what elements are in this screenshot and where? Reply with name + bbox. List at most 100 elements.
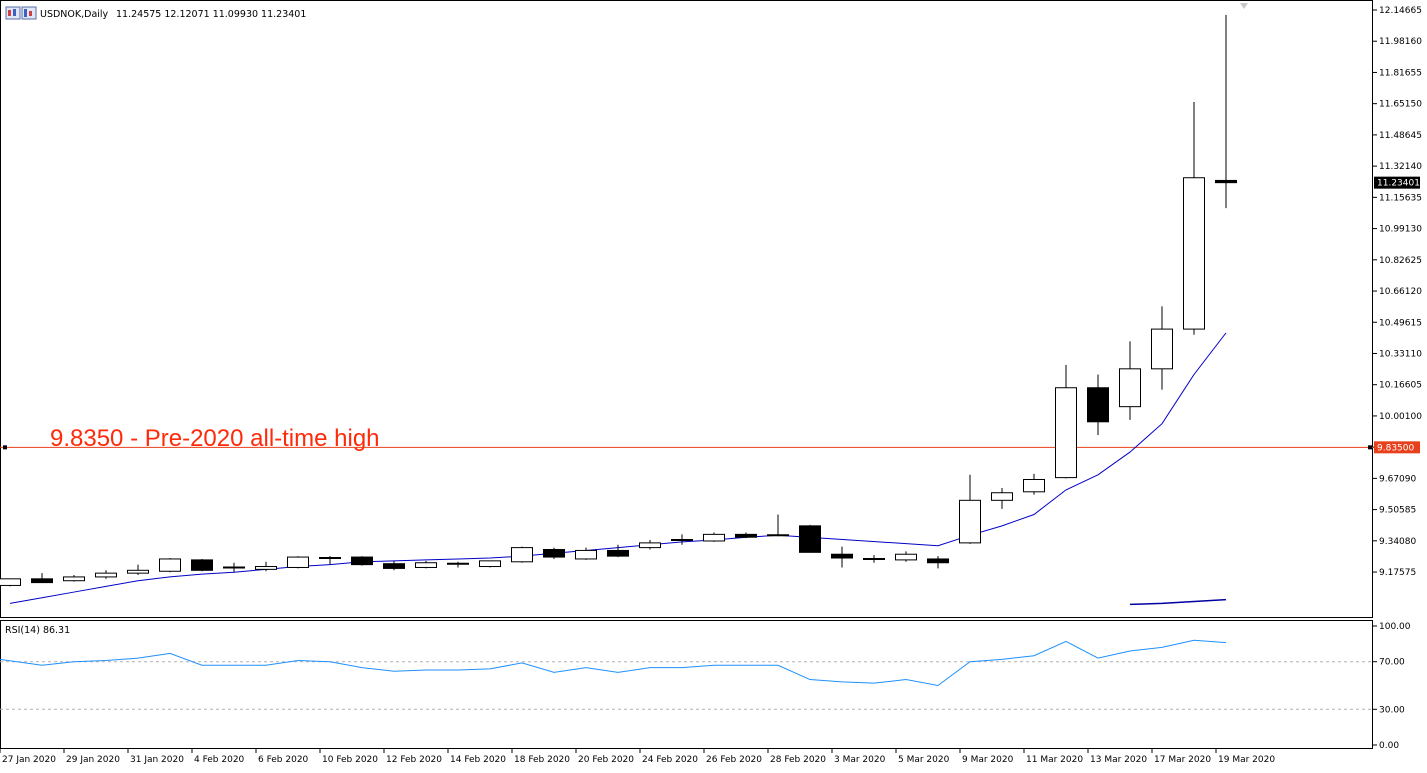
level-handle-left[interactable] [3, 445, 7, 450]
candle[interactable] [639, 540, 661, 550]
time-tick-label: 29 Jan 2020 [66, 755, 120, 765]
candle[interactable] [767, 514, 789, 537]
candle-body [1119, 368, 1141, 408]
candle-body [575, 549, 597, 560]
candle[interactable] [575, 547, 597, 560]
time-tick-label: 18 Feb 2020 [514, 755, 570, 765]
candle[interactable] [479, 560, 501, 568]
time-tick-label: 13 Mar 2020 [1090, 755, 1147, 765]
price-level[interactable] [0, 445, 1373, 450]
rsi-tick-label: 70.00 [1379, 658, 1405, 668]
candle[interactable] [735, 532, 757, 539]
time-tick-label: 27 Jan 2020 [2, 755, 56, 765]
price-tick-label: 9.34080 [1379, 537, 1416, 547]
candle[interactable] [447, 561, 469, 568]
time-axis: 27 Jan 2020 29 Jan 2020 31 Jan 2020 4 Feb 2… [0, 749, 1275, 765]
candle-body [607, 549, 629, 557]
price-labels: 11.23401 9.83500 [1240, 3, 1420, 454]
price-tick-label: 10.82625 [1379, 256, 1422, 266]
candle[interactable] [1215, 14, 1237, 209]
price-tick-label: 11.65150 [1379, 100, 1422, 110]
candle[interactable] [287, 556, 309, 569]
chart-header: USDNOK,Daily 11.24575 12.12071 11.09930 … [5, 6, 306, 20]
time-tick-label: 24 Feb 2020 [642, 755, 698, 765]
candle[interactable] [223, 562, 245, 573]
candle-body [927, 558, 949, 564]
candle[interactable] [959, 474, 981, 544]
candle-body [831, 553, 853, 559]
level-annotation: 9.8350 - Pre-2020 all-time high [50, 425, 380, 452]
candles[interactable] [0, 14, 1237, 587]
current-price-label: 11.23401 [1377, 179, 1420, 189]
price-tick-label: 11.32140 [1379, 162, 1422, 172]
chart-ohlc: 11.24575 12.12071 11.09930 11.23401 [116, 9, 306, 20]
candle[interactable] [415, 560, 437, 569]
time-tick-label: 14 Feb 2020 [450, 755, 506, 765]
candle[interactable] [255, 561, 277, 572]
candle-body [1087, 387, 1109, 423]
candle-body [1215, 179, 1237, 184]
candle-body [0, 578, 21, 586]
candle[interactable] [383, 560, 405, 571]
scroll-marker-icon[interactable] [1240, 3, 1248, 9]
ma-slow-line [1129, 598, 1227, 606]
time-tick-label: 17 Mar 2020 [1154, 755, 1211, 765]
candle-body [703, 533, 725, 542]
candle[interactable] [1183, 102, 1205, 335]
candle-body [31, 578, 53, 584]
level-handle-right[interactable] [1368, 445, 1372, 450]
price-tick-label: 10.00100 [1379, 412, 1422, 422]
candle[interactable] [991, 488, 1013, 509]
candle[interactable] [607, 544, 629, 558]
level-price-label: 9.83500 [1377, 443, 1414, 453]
candle-body [191, 559, 213, 571]
rsi-tick-label: 100.00 [1379, 622, 1411, 632]
candle[interactable] [927, 556, 949, 569]
candle[interactable] [351, 556, 373, 566]
candle[interactable] [159, 558, 181, 573]
candle[interactable] [1087, 374, 1109, 436]
time-tick-label: 20 Feb 2020 [578, 755, 634, 765]
candle[interactable] [31, 573, 53, 584]
candle[interactable] [799, 524, 821, 553]
candle[interactable] [831, 546, 853, 568]
candle[interactable] [1119, 341, 1141, 420]
time-tick-label: 19 Mar 2020 [1218, 755, 1275, 765]
price-tick-label: 9.17575 [1379, 568, 1416, 578]
candle[interactable] [127, 564, 149, 576]
chart-type-icon [5, 6, 37, 20]
candle[interactable] [1023, 473, 1045, 495]
candle-body [543, 548, 565, 558]
candle-body [63, 576, 85, 582]
price-axis: 12.14665 11.98160 11.81655 11.65150 11.48645… [1373, 6, 1422, 578]
candle-body [1183, 177, 1205, 330]
candle-body [1151, 328, 1173, 370]
candle[interactable] [703, 532, 725, 542]
time-tick-label: 26 Feb 2020 [706, 755, 762, 765]
rsi-grid [0, 661, 1373, 710]
candle[interactable] [191, 558, 213, 572]
candle[interactable] [319, 556, 341, 565]
candle[interactable] [1055, 365, 1077, 479]
candle[interactable] [863, 555, 885, 563]
candle[interactable] [1151, 306, 1173, 390]
candle[interactable] [543, 547, 565, 559]
candle[interactable] [95, 570, 117, 579]
candle[interactable] [511, 546, 533, 563]
time-tick-label: 4 Feb 2020 [194, 755, 245, 765]
time-tick-label: 31 Jan 2020 [130, 755, 184, 765]
candle-body [159, 558, 181, 572]
candle-body [127, 569, 149, 574]
candle[interactable] [895, 551, 917, 562]
rsi-tick-label: 0.00 [1379, 741, 1399, 751]
price-tick-label: 10.49615 [1379, 318, 1422, 328]
candle[interactable] [63, 575, 85, 582]
candle-body [383, 563, 405, 569]
time-tick-label: 9 Mar 2020 [962, 755, 1014, 765]
candle[interactable] [0, 578, 21, 587]
candle[interactable] [671, 534, 693, 545]
chart-symbol: USDNOK,Daily [40, 9, 109, 20]
price-tick-label: 11.15635 [1379, 193, 1422, 203]
